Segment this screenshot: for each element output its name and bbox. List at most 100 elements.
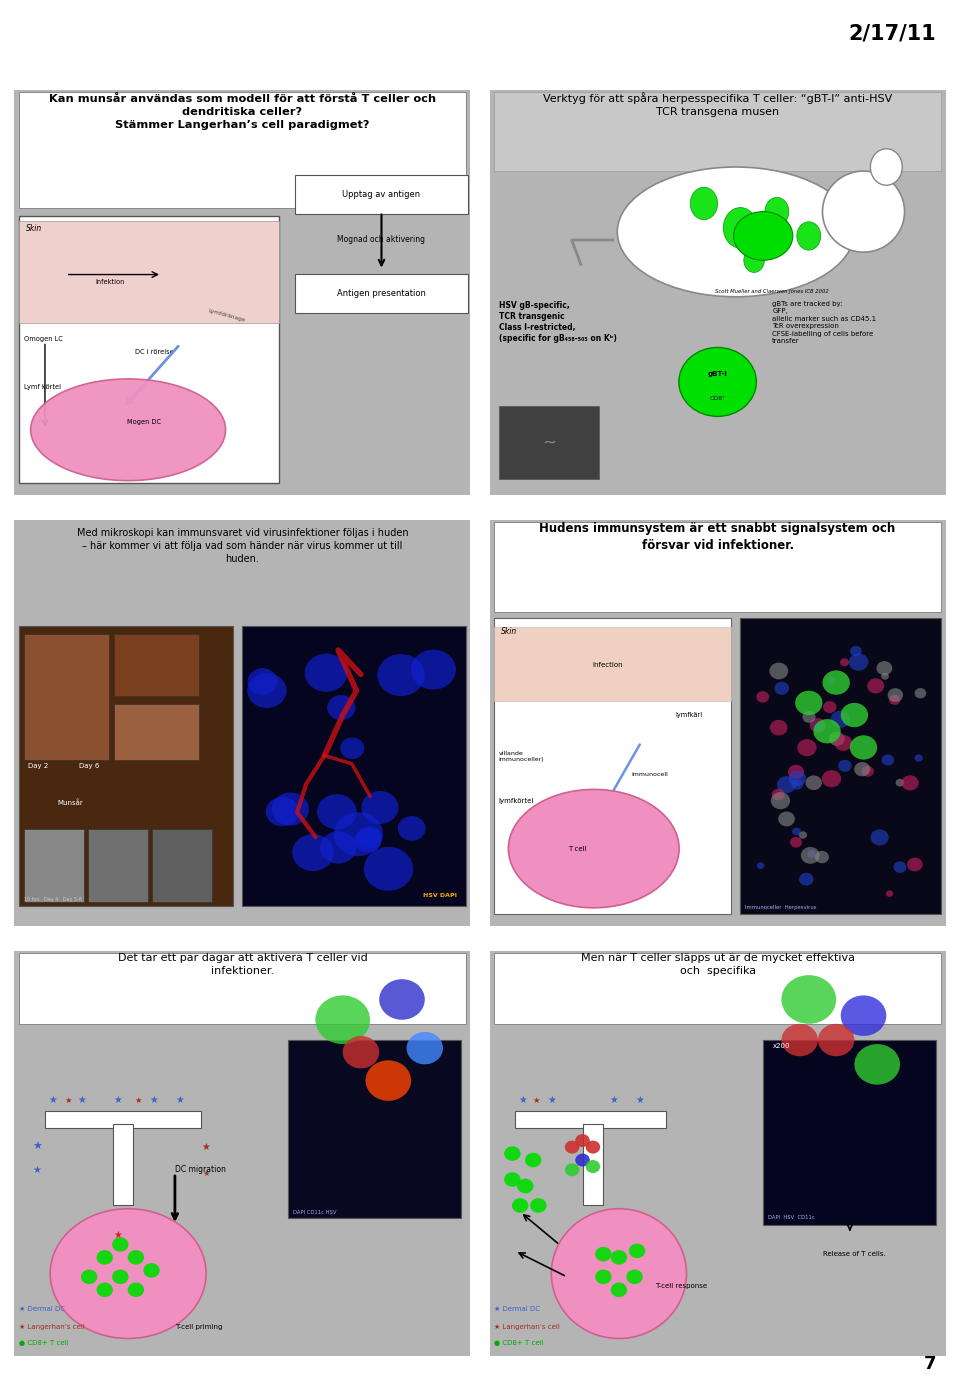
Circle shape xyxy=(798,739,817,756)
Text: ● CD8+ T cell: ● CD8+ T cell xyxy=(19,1340,68,1347)
Circle shape xyxy=(777,776,796,793)
Circle shape xyxy=(357,826,382,848)
Circle shape xyxy=(626,1269,643,1284)
Circle shape xyxy=(854,763,871,776)
Circle shape xyxy=(915,688,926,699)
Text: 2/17/11: 2/17/11 xyxy=(849,24,936,43)
Ellipse shape xyxy=(690,187,718,220)
Circle shape xyxy=(411,649,456,689)
Circle shape xyxy=(915,754,923,761)
Circle shape xyxy=(321,832,356,864)
Ellipse shape xyxy=(31,379,226,480)
Text: HSV gB-specific,
TCR transgenic
Class I-restricted,
(specific for gB₄₅₈-₅₀₅ on K: HSV gB-specific, TCR transgenic Class I-… xyxy=(499,300,616,343)
Circle shape xyxy=(823,670,850,695)
Text: Immunoceller  Herpesvirus: Immunoceller Herpesvirus xyxy=(745,905,816,909)
Circle shape xyxy=(775,682,789,695)
Text: Antigen presentation: Antigen presentation xyxy=(337,289,426,298)
Circle shape xyxy=(830,710,851,728)
Text: ★ Dermal DC: ★ Dermal DC xyxy=(19,1305,65,1312)
Circle shape xyxy=(791,779,804,790)
Text: Men när T celler släpps ut är de mycket effektiva
och  specifika: Men när T celler släpps ut är de mycket … xyxy=(581,952,854,976)
FancyBboxPatch shape xyxy=(494,91,941,172)
Circle shape xyxy=(304,653,348,692)
Circle shape xyxy=(361,792,398,823)
Circle shape xyxy=(803,711,816,722)
Circle shape xyxy=(530,1199,546,1212)
Circle shape xyxy=(756,862,764,869)
Circle shape xyxy=(867,678,884,693)
Circle shape xyxy=(112,1237,129,1251)
Circle shape xyxy=(756,691,769,703)
Ellipse shape xyxy=(871,148,902,185)
Text: Day 2: Day 2 xyxy=(28,763,48,770)
Ellipse shape xyxy=(723,208,757,248)
Circle shape xyxy=(799,873,813,886)
Circle shape xyxy=(343,1037,379,1068)
Circle shape xyxy=(397,817,425,840)
Circle shape xyxy=(823,702,836,713)
Circle shape xyxy=(97,1250,113,1265)
Text: ★: ★ xyxy=(150,1095,158,1104)
Circle shape xyxy=(792,828,801,836)
Text: DAPI CD11c HSV: DAPI CD11c HSV xyxy=(293,1210,336,1215)
Text: Lymf körtel: Lymf körtel xyxy=(23,385,60,390)
Circle shape xyxy=(629,1244,645,1258)
Bar xyxy=(515,1111,665,1128)
Ellipse shape xyxy=(797,221,821,251)
Circle shape xyxy=(128,1283,144,1297)
Circle shape xyxy=(789,771,806,786)
Circle shape xyxy=(525,1153,541,1167)
Text: ★: ★ xyxy=(33,1165,41,1175)
Circle shape xyxy=(795,691,823,716)
Circle shape xyxy=(861,765,874,776)
Text: DAPI  HSV  CD11c: DAPI HSV CD11c xyxy=(768,1215,814,1221)
Text: ★ Dermal DC: ★ Dermal DC xyxy=(494,1305,540,1312)
Circle shape xyxy=(377,655,424,696)
Bar xyxy=(45,1111,201,1128)
Circle shape xyxy=(841,995,886,1037)
Circle shape xyxy=(564,1140,580,1153)
Ellipse shape xyxy=(50,1208,206,1338)
Text: ★ Langerhan’s cell: ★ Langerhan’s cell xyxy=(19,1324,84,1330)
Bar xyxy=(740,617,941,913)
FancyBboxPatch shape xyxy=(19,91,466,208)
Circle shape xyxy=(611,1283,627,1297)
Text: ★: ★ xyxy=(113,1095,122,1104)
Text: Verktyg för att spåra herpesspecifika T celler: “gBT-I” anti-HSV
TCR transgena m: Verktyg för att spåra herpesspecifika T … xyxy=(543,91,892,118)
Circle shape xyxy=(512,1199,528,1212)
Circle shape xyxy=(128,1250,144,1265)
Bar xyxy=(19,626,233,905)
Circle shape xyxy=(379,980,424,1020)
Circle shape xyxy=(315,995,370,1044)
Circle shape xyxy=(805,775,822,790)
Text: DC i rörelse: DC i rörelse xyxy=(134,350,174,356)
Text: x200: x200 xyxy=(772,1044,790,1049)
Circle shape xyxy=(292,835,334,871)
Circle shape xyxy=(881,673,889,680)
Text: Infektion: Infektion xyxy=(95,278,125,285)
Circle shape xyxy=(366,1060,411,1100)
Bar xyxy=(113,704,200,760)
Circle shape xyxy=(854,1044,900,1085)
Bar xyxy=(152,829,212,901)
Circle shape xyxy=(788,765,804,779)
Circle shape xyxy=(340,738,364,758)
Circle shape xyxy=(886,890,893,897)
Circle shape xyxy=(575,1133,589,1147)
Text: Lymfdränage: Lymfdränage xyxy=(207,307,246,322)
Circle shape xyxy=(504,1172,520,1187)
Circle shape xyxy=(840,659,849,666)
Circle shape xyxy=(799,832,807,839)
Circle shape xyxy=(829,732,845,746)
Circle shape xyxy=(771,792,790,810)
Circle shape xyxy=(871,829,889,846)
Circle shape xyxy=(327,695,355,720)
Ellipse shape xyxy=(509,789,679,908)
Text: lymfkörtel: lymfkörtel xyxy=(499,799,534,804)
FancyBboxPatch shape xyxy=(494,522,941,612)
Text: DC migration: DC migration xyxy=(175,1165,226,1174)
Circle shape xyxy=(896,779,904,786)
Circle shape xyxy=(97,1283,113,1297)
Ellipse shape xyxy=(733,212,793,260)
Text: ★: ★ xyxy=(518,1095,527,1104)
